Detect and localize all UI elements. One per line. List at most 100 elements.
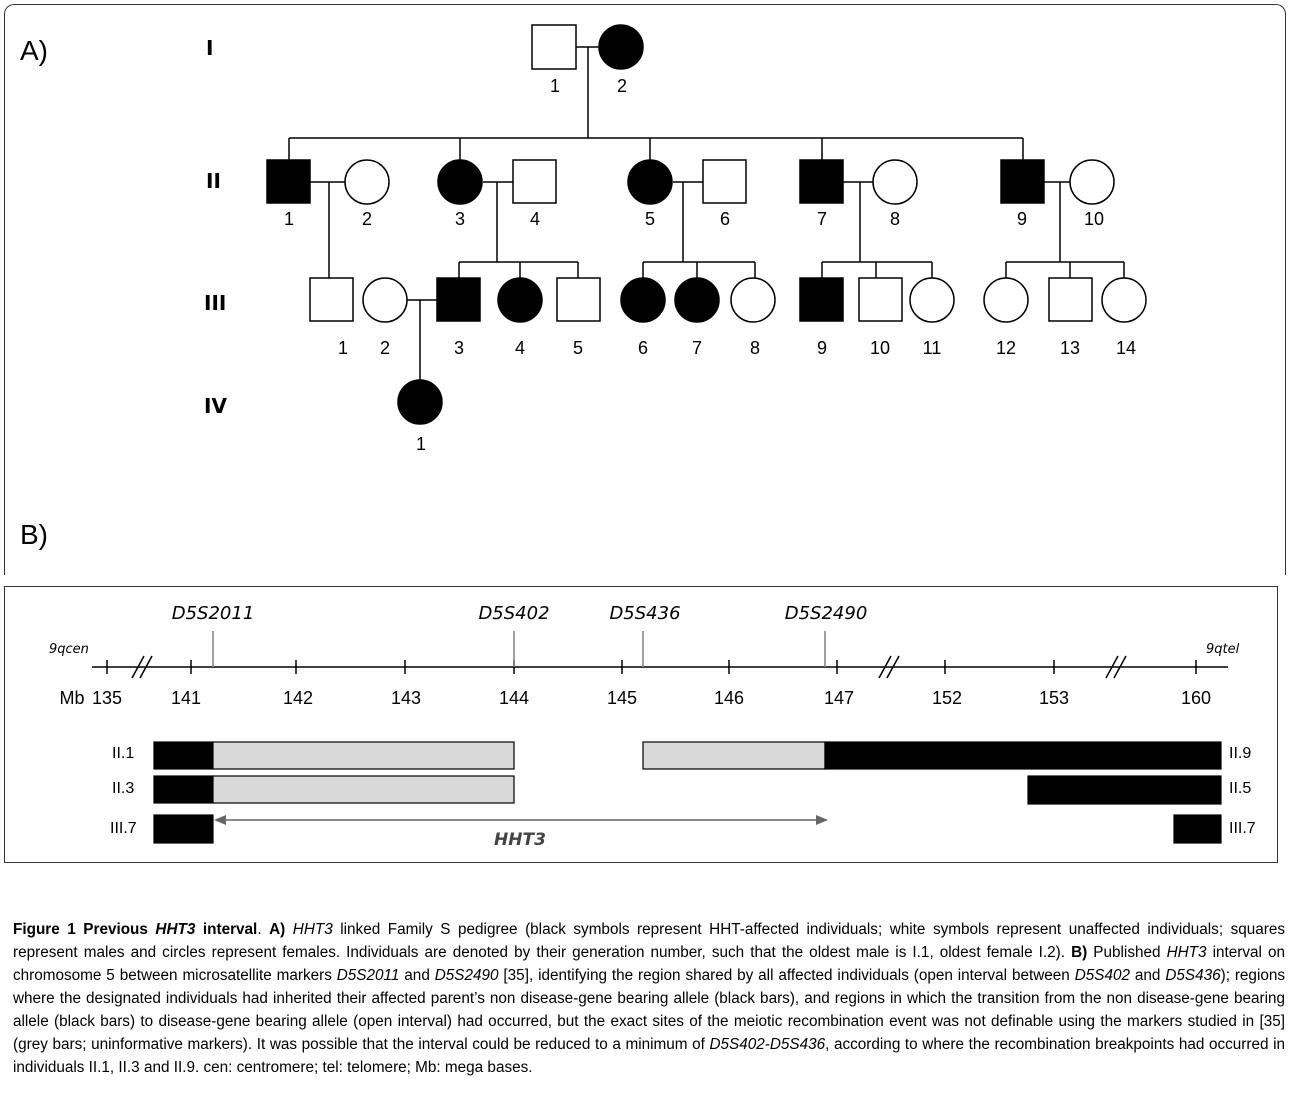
id-label-iii-13: 13 — [1059, 338, 1081, 358]
pedigree-chart — [266, 24, 1147, 425]
id-label-ii-3: 3 — [454, 209, 466, 229]
individual-i-2-circle — [598, 24, 644, 70]
caption-text-14: and — [399, 967, 435, 984]
individual-ii-6-square — [702, 159, 747, 204]
id-label-iii-3: 3 — [453, 338, 465, 358]
individual-ii-2-circle — [344, 159, 390, 205]
caption-marker-1: D5S2011 — [336, 967, 400, 984]
id-label-iii-14: 14 — [1115, 338, 1137, 358]
id-label-iii-1: 1 — [337, 338, 349, 358]
individual-iii-12-circle — [983, 277, 1029, 323]
tick-label-160: 160 — [1180, 688, 1212, 708]
id-label-iii-7: 7 — [691, 338, 703, 358]
individual-ii-8-circle — [872, 159, 918, 205]
individual-iii-1-square — [309, 277, 354, 322]
tick-label-147: 147 — [823, 688, 855, 708]
individual-iii-5-square — [556, 277, 601, 322]
caption-title-1: Figure 1 Previous — [13, 921, 156, 938]
caption-text-12: interval on chromosome 5 between microsa… — [13, 944, 1286, 984]
caption-gene-2: HHT3 — [292, 921, 333, 938]
axis-unit-label: Mb — [59, 688, 85, 708]
tick-label-146: 146 — [713, 688, 745, 708]
tick-label-145: 145 — [606, 688, 638, 708]
tick-label-141: 141 — [170, 688, 202, 708]
individual-iii-9-square — [799, 277, 844, 322]
individual-iii-14-circle — [1101, 277, 1147, 323]
caption-marker-3: D5S402 — [1074, 967, 1130, 984]
individual-iii-4-circle — [497, 277, 543, 323]
generation-label-iv: IV — [204, 394, 227, 418]
marker-label-d5s2011: D5S2011 — [171, 603, 255, 624]
figure-caption: Figure 1 Previous HHT3 interval. A) HHT3… — [13, 918, 1285, 1079]
caption-text-4: . — [257, 921, 270, 938]
caption-panel-a-ref: A) — [269, 921, 286, 938]
id-label-iii-9: 9 — [816, 338, 828, 358]
id-label-iii-6: 6 — [637, 338, 649, 358]
caption-text-16: [35], identifying the region shared by a… — [498, 967, 1075, 984]
caption-marker-range: D5S402-D5S436 — [709, 1036, 826, 1053]
bar-label-iii7-right: III.7 — [1229, 820, 1256, 837]
caption-text-10: Published — [1087, 944, 1167, 961]
tick-label-135: 135 — [91, 688, 123, 708]
caption-text-20: ); regions where the designated individu… — [13, 967, 1286, 1053]
individual-ii-3-circle — [437, 159, 483, 205]
individual-ii-9-square — [1000, 159, 1045, 204]
tick-label-144: 144 — [498, 688, 530, 708]
tick-label-153: 153 — [1038, 688, 1070, 708]
caption-text-8: linked Family S pedigree (black symbols … — [13, 921, 1286, 961]
id-label-iii-11: 11 — [922, 338, 942, 358]
individual-iii-3-square — [436, 277, 481, 322]
marker-label-d5s402: D5S402 — [478, 603, 550, 624]
individual-ii-1-square — [266, 159, 311, 204]
pedigree-lines — [288, 46, 1125, 380]
id-label-ii-9: 9 — [1016, 209, 1028, 229]
individual-ii-4-square — [512, 159, 557, 204]
panel-b-label: B) — [20, 519, 48, 550]
generation-label-i: I — [206, 36, 214, 60]
right-end-label: 9qtel — [1206, 642, 1240, 657]
hht3-interval-label: HHT3 — [494, 830, 546, 850]
marker-label-d5s2490: D5S2490 — [784, 603, 868, 624]
bar-label-ii9: II.9 — [1229, 745, 1252, 762]
id-label-ii-1: 1 — [283, 209, 295, 229]
individual-iv-1-circle — [397, 379, 443, 425]
generation-label-iii: III — [204, 291, 227, 315]
caption-gene-3: HHT3 — [1166, 944, 1207, 961]
id-label-i-2: 2 — [616, 76, 628, 96]
tick-label-143: 143 — [390, 688, 422, 708]
bar-label-iii7-left: III.7 — [110, 820, 137, 837]
id-label-ii-8: 8 — [889, 209, 901, 229]
tick-label-142: 142 — [282, 688, 314, 708]
id-label-ii-4: 4 — [529, 209, 541, 229]
individual-ii-10-circle — [1069, 159, 1115, 205]
id-label-iii-12: 12 — [995, 338, 1017, 358]
individual-ii-5-circle — [627, 159, 673, 205]
individual-iii-10-square — [858, 277, 903, 322]
id-label-iii-8: 8 — [749, 338, 761, 358]
bar-label-ii1: II.1 — [112, 745, 135, 762]
caption-title-gene: HHT3 — [155, 921, 196, 938]
bar-label-ii3: II.3 — [112, 780, 135, 797]
individual-iii-8-circle — [730, 277, 776, 323]
caption-text-18: and — [1129, 967, 1166, 984]
individual-iii-11-circle — [909, 277, 955, 323]
id-label-iv-1: 1 — [415, 434, 427, 454]
generation-label-ii: II — [206, 169, 221, 193]
caption-title-2: interval — [195, 921, 258, 938]
tick-label-152: 152 — [931, 688, 963, 708]
left-end-label: 9qcen — [49, 642, 89, 657]
individual-ii-7-square — [799, 159, 844, 204]
individual-iii-13-square — [1048, 277, 1093, 322]
bar-label-ii5: II.5 — [1229, 780, 1252, 797]
id-label-ii-5: 5 — [644, 209, 656, 229]
caption-text-6 — [285, 921, 293, 938]
individual-iii-6-circle — [620, 277, 666, 323]
caption-marker-4: D5S436 — [1165, 967, 1221, 984]
panel-a-label: A) — [20, 35, 48, 66]
caption-text-22: , according to where the recombination b… — [13, 1036, 1285, 1076]
id-label-iii-4: 4 — [514, 338, 526, 358]
individual-iii-7-circle — [674, 277, 720, 323]
id-label-ii-2: 2 — [361, 209, 373, 229]
panel-a-frame — [4, 4, 1286, 575]
id-label-iii-5: 5 — [572, 338, 584, 358]
